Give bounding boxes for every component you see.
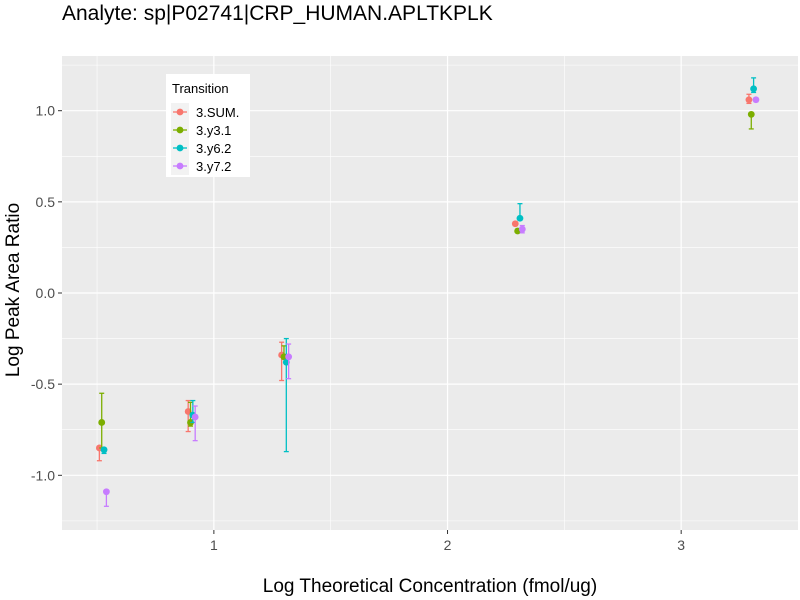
data-point [511,220,519,228]
legend: Transition 3.SUM. 3.y3.1 3.y6.2 3.y7.2 [166,74,250,177]
data-point [191,413,199,421]
legend-item: 3.y3.1 [171,121,231,139]
data-point [98,419,106,426]
data-point [285,353,293,361]
data-point [745,96,753,104]
x-tick-label: 1 [210,537,218,553]
data-point-group [102,488,110,507]
data-point-group [98,392,106,449]
data-point [102,488,110,496]
data-point [100,446,108,454]
data-point-group [285,343,293,380]
data-point [516,214,524,222]
legend-key-point [176,108,184,116]
legend-item: 3.y6.2 [171,139,231,157]
chart-title: Analyte: sp|P02741|CRP_HUMAN.APLTKPLK [62,2,493,25]
data-point-group [516,203,524,222]
y-tick-label: -0.5 [31,376,55,392]
legend-key-point [176,144,184,152]
legend-label: 3.y3.1 [196,123,231,138]
legend-label: 3.y6.2 [196,141,231,156]
x-tick-label: 2 [444,537,452,553]
x-tick-label: 3 [677,537,685,553]
x-axis-title: Log Theoretical Concentration (fmol/ug) [262,576,598,597]
data-point [747,110,755,118]
legend-label: 3.y7.2 [196,159,231,174]
legend-title: Transition [172,81,229,96]
data-point-group [752,96,760,104]
y-tick-label: 0.5 [36,194,56,210]
data-point-group [511,220,519,228]
data-point-group [191,405,199,442]
y-tick-label: 0.0 [36,285,56,301]
data-point-group [100,446,108,455]
data-point-group [747,110,755,130]
data-point-group [518,224,526,234]
legend-item: 3.SUM. [171,103,239,121]
legend-key-point [176,126,184,134]
axis-ticks: 1 2 3 -1.0 -0.5 0.0 0.5 1.0 [31,103,685,553]
data-point [752,96,760,104]
data-point [750,85,758,93]
data-marks [95,77,760,507]
y-tick-label: -1.0 [31,467,55,483]
data-point-group [750,77,758,94]
legend-key-point [176,162,184,170]
data-point-group [745,93,753,105]
data-point [518,225,526,233]
legend-item: 3.y7.2 [171,157,231,175]
y-tick-label: 1.0 [36,103,56,119]
legend-label: 3.SUM. [196,105,239,120]
